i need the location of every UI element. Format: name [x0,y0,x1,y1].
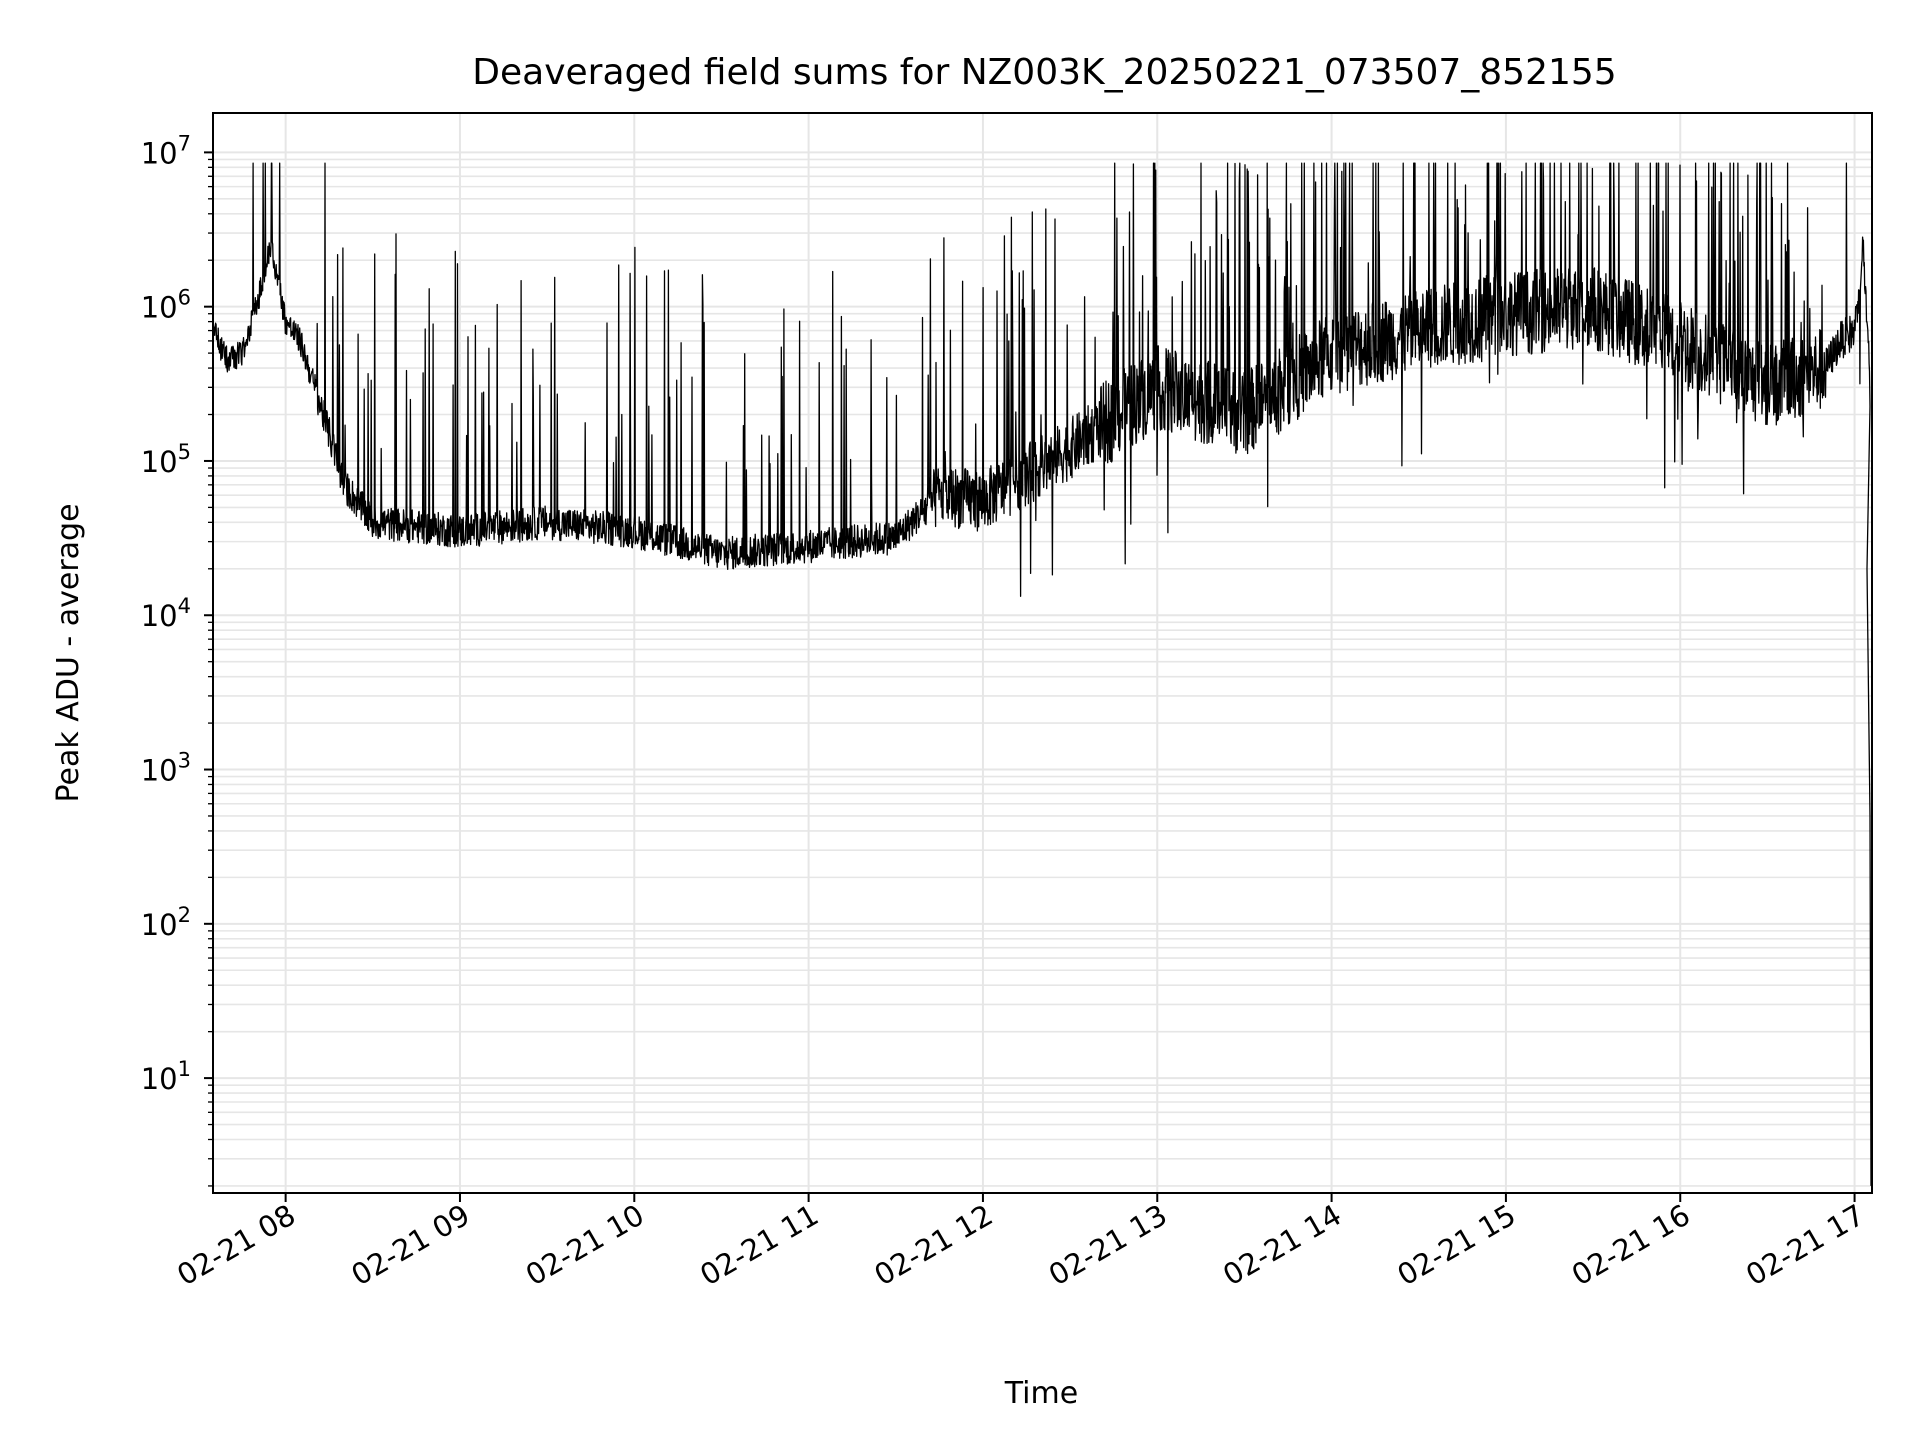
x-axis-title: Time [1004,1376,1078,1411]
x-tick-label: 02-21 12 [869,1198,999,1293]
plot-frame [212,112,1873,1194]
x-tick-label: 02-21 10 [520,1198,650,1293]
x-tick-label: 02-21 11 [694,1198,824,1293]
y-tick-label: 106 [141,286,191,325]
x-tick-label: 02-21 09 [346,1198,476,1293]
y-tick-label: 102 [141,903,191,942]
data-layer [212,162,1872,1186]
y-tick-label: 107 [141,131,191,170]
y-axis-title: Peak ADU - average [51,503,86,802]
grid-layer [213,113,1872,1193]
series-line [212,162,1872,1186]
x-tick-label: 02-21 14 [1217,1198,1347,1293]
x-tick-label: 02-21 08 [171,1198,301,1293]
y-tick-label: 104 [141,594,191,633]
x-tick-label: 02-21 17 [1740,1198,1870,1293]
x-tick-label: 02-21 15 [1391,1198,1521,1293]
y-tick-label: 103 [141,749,191,788]
chart-title: Deaveraged field sums for NZ003K_2025022… [472,52,1616,93]
x-tick-label: 02-21 16 [1566,1198,1696,1293]
y-tick-label: 105 [141,440,191,479]
y-tick-label: 101 [141,1057,191,1096]
x-tick-label: 02-21 13 [1043,1198,1173,1293]
